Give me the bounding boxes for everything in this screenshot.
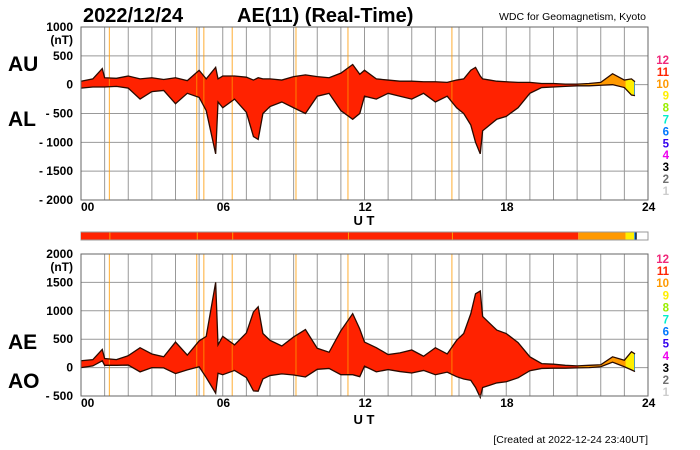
- y-tick-label: 1500: [46, 275, 73, 289]
- y-tick-label: 500: [53, 332, 73, 346]
- y-tick-label: - 1500: [39, 164, 73, 178]
- y-tick-label: - 500: [46, 389, 74, 403]
- plot-frame: [80, 253, 649, 397]
- legend-entry-2: 2: [663, 375, 669, 387]
- station-bar-segment: [634, 232, 636, 240]
- series-line-ae: [80, 282, 636, 367]
- legend-entry-7: 7: [663, 115, 669, 127]
- legend-entry-8: 8: [663, 103, 670, 115]
- legend-entry-10: 10: [656, 278, 669, 290]
- al-label: AL: [8, 108, 36, 131]
- y-tick-label: - 2000: [39, 193, 73, 207]
- au-label: AU: [8, 53, 38, 76]
- legend-entry-8: 8: [663, 302, 670, 314]
- y-tick-label: - 1000: [39, 135, 73, 149]
- series-line-al: [80, 84, 636, 155]
- created-timestamp: [Created at 2022-12-24 23:40UT]: [493, 434, 648, 446]
- legend-entry-3: 3: [663, 162, 669, 174]
- legend-entry-10: 10: [656, 79, 669, 91]
- legend-entry-11: 11: [657, 266, 670, 278]
- y-tick-label: - 500: [46, 107, 74, 121]
- legend-entry-9: 9: [663, 91, 669, 103]
- station-bar-segment: [625, 232, 635, 240]
- legend-entry-2: 2: [663, 174, 669, 186]
- legend-entry-9: 9: [663, 290, 669, 302]
- station-bar-segment: [81, 232, 579, 240]
- legend-entry-5: 5: [663, 138, 670, 150]
- station-bar-stripe: [451, 232, 453, 240]
- legend-entry-4: 4: [663, 150, 670, 162]
- station-count-bar: [80, 231, 649, 241]
- legend-entry-11: 11: [657, 67, 670, 79]
- area-fill-segment: [81, 64, 579, 154]
- station-bar-segment: [578, 232, 626, 240]
- legend-entry-6: 6: [663, 327, 669, 339]
- legend-entry-3: 3: [663, 363, 669, 375]
- x-tick-label: 18: [500, 396, 514, 410]
- x-tick-label: 24: [642, 200, 656, 214]
- y-tick-label: 1000: [46, 304, 73, 318]
- date-title: 2022/12/24: [83, 5, 184, 27]
- ao-label: AO: [8, 370, 40, 393]
- area-fill-segment: [634, 81, 635, 96]
- legend-entry-1: 1: [663, 186, 670, 198]
- area-fill-segment: [625, 78, 635, 96]
- station-bar-stripe: [347, 232, 349, 240]
- legend-entry-1: 1: [663, 387, 670, 399]
- source-label: WDC for Geomagnetism, Kyoto: [499, 11, 646, 23]
- legend-entry-4: 4: [663, 351, 670, 363]
- x-tick-label: 18: [500, 200, 514, 214]
- legend-entry-7: 7: [663, 315, 669, 327]
- y-tick-label: 0: [66, 78, 73, 92]
- au-al-panel: 1000 500 0 - 500 - 1000 - 1500 - 2000 (nT) 00 06 1…: [39, 20, 656, 214]
- station-bar-segment: [635, 232, 637, 240]
- x-tick-label: 00: [81, 396, 95, 410]
- y-tick-label: 500: [53, 49, 73, 63]
- legend-entry-6: 6: [663, 126, 669, 138]
- area-fill-segment: [634, 353, 635, 372]
- legend-entry-12: 12: [656, 254, 669, 266]
- station-bar-stripe: [109, 232, 111, 240]
- x-tick-label: 00: [81, 200, 95, 214]
- area-fill-segment: [578, 356, 627, 368]
- x-tick-label: 24: [642, 396, 656, 410]
- y-tick-label: 2000: [46, 247, 73, 261]
- legend-entry-12: 12: [656, 55, 669, 67]
- x-axis-label-top: U T: [354, 213, 375, 228]
- ae-label: AE: [8, 331, 37, 354]
- x-tick-label: 06: [217, 396, 231, 410]
- ae-ao-panel: 2000 1500 1000 500 0 - 500 (nT) 00 06 12 18 24: [46, 247, 656, 410]
- legend-entry-5: 5: [663, 339, 670, 351]
- plot-frame: [80, 26, 649, 201]
- area-fill-segment: [81, 282, 579, 396]
- x-tick-label: 12: [359, 396, 373, 410]
- y-unit-label: (nT): [50, 33, 73, 47]
- y-tick-label: 0: [66, 361, 73, 375]
- index-title: AE(11) (Real-Time): [237, 5, 413, 27]
- x-tick-label: 06: [217, 200, 231, 214]
- y-tick-label: 1000: [46, 20, 73, 34]
- x-tick-label: 12: [359, 200, 373, 214]
- station-bar-stripe: [196, 232, 198, 240]
- series-line-au: [80, 63, 636, 85]
- series-line-ao: [80, 359, 636, 400]
- y-unit-label: (nT): [50, 260, 73, 274]
- station-bar-stripe: [232, 232, 234, 240]
- x-axis-label-bottom: U T: [354, 412, 375, 427]
